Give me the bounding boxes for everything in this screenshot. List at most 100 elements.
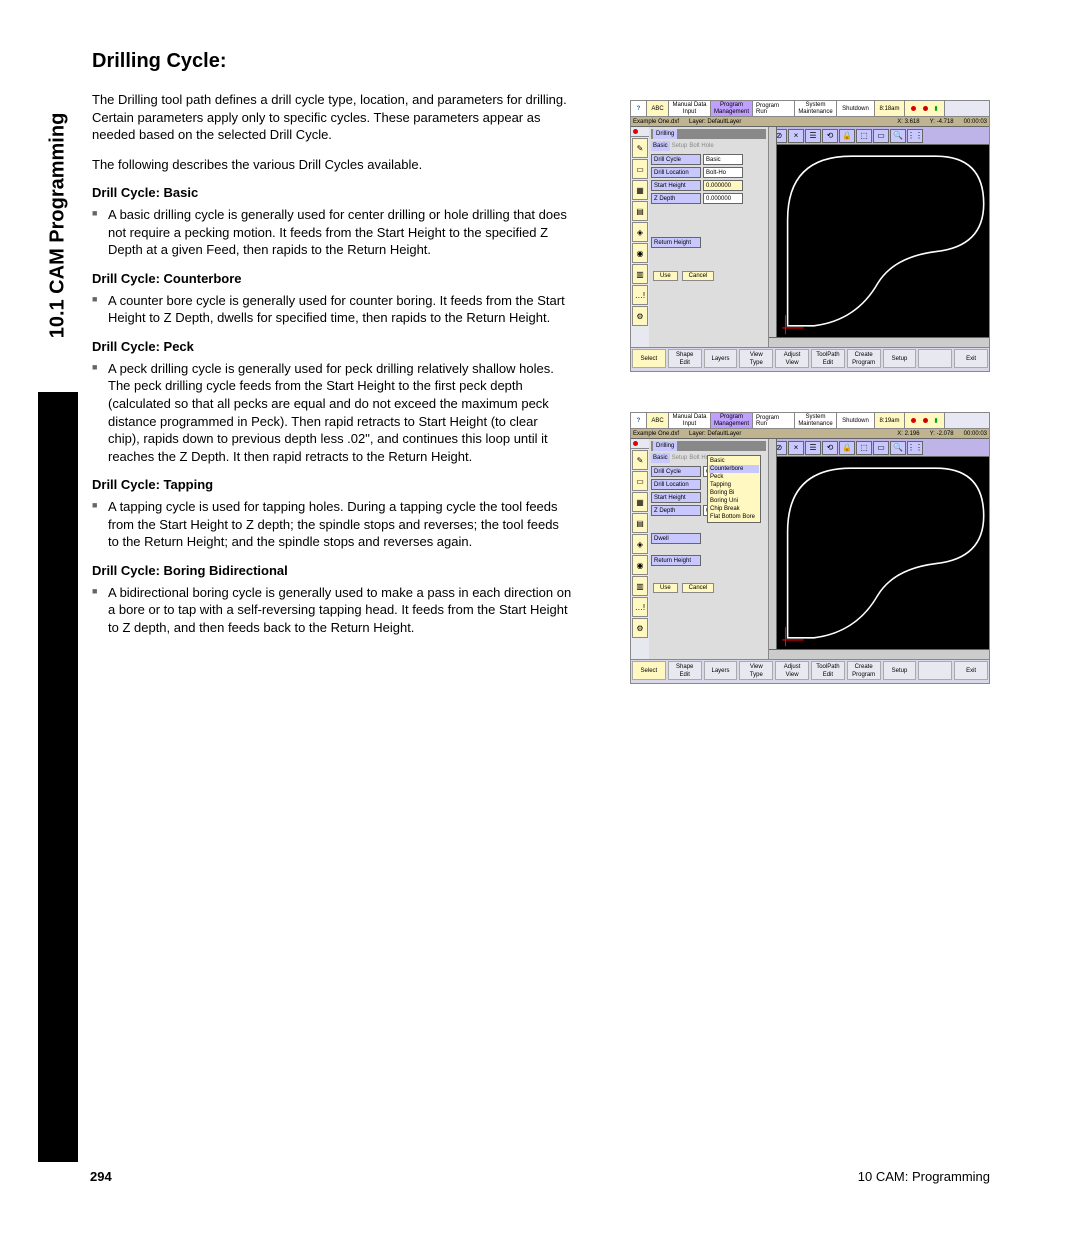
program-mgmt-tab[interactable]: ProgramManagement <box>711 413 753 428</box>
bottombar-button[interactable]: Select <box>632 349 666 368</box>
section-body: A tapping cycle is used for tapping hole… <box>92 498 572 551</box>
tool-icon[interactable]: ◈ <box>632 222 648 242</box>
system-maint-tab[interactable]: SystemMaintenance <box>795 101 837 116</box>
bottombar-button[interactable]: Exit <box>954 661 988 680</box>
use-button[interactable]: Use <box>653 583 678 593</box>
canvas-tool-icon[interactable]: 🔍 <box>890 129 906 143</box>
canvas[interactable]: ⊘×☰⟲🔒⬚▭🔍⋮⋮ <box>769 439 989 659</box>
start-height-field[interactable]: 0.000000 <box>703 180 743 191</box>
system-maint-tab[interactable]: SystemMaintenance <box>795 413 837 428</box>
toolpath-curve <box>777 457 989 649</box>
bottombar-button[interactable]: Setup <box>883 349 917 368</box>
tool-icon[interactable]: ▭ <box>632 471 648 491</box>
program-mgmt-tab[interactable]: ProgramManagement <box>711 101 753 116</box>
tool-icon[interactable]: ✎ <box>632 450 648 470</box>
drill-cycle-field[interactable]: Basic <box>703 154 743 165</box>
canvas-tool-icon[interactable]: 🔍 <box>890 441 906 455</box>
dropdown-option[interactable]: Flat Bottom Bore <box>709 513 759 521</box>
bottombar-button[interactable]: Setup <box>883 661 917 680</box>
bottombar-button[interactable]: AdjustView <box>775 349 809 368</box>
canvas-tool-icon[interactable]: ▭ <box>873 441 889 455</box>
canvas-tool-icon[interactable]: ⟲ <box>822 441 838 455</box>
tab-basic[interactable]: Basic <box>651 141 670 151</box>
help-icon[interactable]: ? <box>631 413 647 428</box>
drill-cycle-label: Drill Cycle <box>651 466 701 477</box>
tool-icon[interactable]: ▭ <box>632 159 648 179</box>
canvas-tool-icon[interactable]: ☰ <box>805 441 821 455</box>
program-run-tab[interactable]: Program Run <box>753 101 795 116</box>
shutdown-tab[interactable]: Shutdown <box>837 101 875 116</box>
tool-icon[interactable]: ▦ <box>632 180 648 200</box>
tool-icon[interactable]: ▤ <box>632 201 648 221</box>
dropdown-option[interactable]: Chip Break <box>709 505 759 513</box>
tool-icon[interactable]: ✎ <box>632 138 648 158</box>
bottombar-button[interactable]: ShapeEdit <box>668 349 702 368</box>
canvas[interactable]: ⊘×☰⟲🔒⬚▭🔍⋮⋮ <box>769 127 989 347</box>
tool-icon[interactable]: ▥ <box>632 264 648 284</box>
start-height-label: Start Height <box>651 492 701 503</box>
abc-button[interactable]: ABC <box>647 101 669 116</box>
tab-basic[interactable]: Basic <box>651 453 670 463</box>
panel-title: Drilling <box>651 441 766 451</box>
canvas-tool-icon[interactable]: ⬚ <box>856 441 872 455</box>
bottombar-button[interactable]: Exit <box>954 349 988 368</box>
dropdown-option[interactable]: Basic <box>709 457 759 465</box>
tool-icon[interactable]: ⚙ <box>632 306 648 326</box>
zdepth-field[interactable]: 0.000000 <box>703 193 743 204</box>
return-height-label: Return Height <box>651 237 701 248</box>
bottombar-button[interactable]: ToolPathEdit <box>811 661 845 680</box>
drill-location-field[interactable]: Bolt-Ho <box>703 167 743 178</box>
tool-icon[interactable]: ◈ <box>632 534 648 554</box>
canvas-tool-icon[interactable]: ▭ <box>873 129 889 143</box>
manual-data-tab[interactable]: Manual DataInput <box>669 101 711 116</box>
bottombar-button[interactable] <box>918 661 952 680</box>
tool-icon[interactable]: …! <box>632 597 648 617</box>
bottombar-button[interactable]: ShapeEdit <box>668 661 702 680</box>
bottombar-button[interactable] <box>918 349 952 368</box>
tool-icon[interactable]: ◉ <box>632 555 648 575</box>
help-icon[interactable]: ? <box>631 101 647 116</box>
abc-button[interactable]: ABC <box>647 413 669 428</box>
bottombar-button[interactable]: ViewType <box>739 661 773 680</box>
tab-setup[interactable]: Setup <box>670 455 690 461</box>
bottombar-button[interactable]: CreateProgram <box>847 349 881 368</box>
tool-icon[interactable]: ▤ <box>632 513 648 533</box>
bottombar-button[interactable]: CreateProgram <box>847 661 881 680</box>
canvas-tool-icon[interactable]: ⋮⋮ <box>907 129 923 143</box>
shutdown-tab[interactable]: Shutdown <box>837 413 875 428</box>
canvas-tool-icon[interactable]: ⋮⋮ <box>907 441 923 455</box>
tab-setup[interactable]: Setup <box>670 143 690 149</box>
program-run-tab[interactable]: Program Run <box>753 413 795 428</box>
drill-cycle-dropdown[interactable]: BasicCounterborePeckTappingBoring BiBori… <box>707 455 761 523</box>
dropdown-option[interactable]: Peck <box>709 473 759 481</box>
dropdown-option[interactable]: Tapping <box>709 481 759 489</box>
status-file: Example One.dxf <box>633 119 679 125</box>
canvas-tool-icon[interactable]: ☰ <box>805 129 821 143</box>
manual-data-tab[interactable]: Manual DataInput <box>669 413 711 428</box>
tool-icon[interactable]: …! <box>632 285 648 305</box>
canvas-tool-icon[interactable]: × <box>788 129 804 143</box>
canvas-tool-icon[interactable]: ⟲ <box>822 129 838 143</box>
tab-bolthole[interactable]: Bolt Hole <box>689 143 713 149</box>
canvas-tool-icon[interactable]: 🔒 <box>839 441 855 455</box>
tool-icon[interactable]: ▦ <box>632 492 648 512</box>
dropdown-option[interactable]: Boring Uni <box>709 497 759 505</box>
dropdown-option[interactable]: Counterbore <box>709 465 759 473</box>
tool-icon[interactable]: ⚙ <box>632 618 648 638</box>
bottombar-button[interactable]: AdjustView <box>775 661 809 680</box>
tool-icon[interactable]: ▥ <box>632 576 648 596</box>
bottombar-button[interactable]: Select <box>632 661 666 680</box>
cancel-button[interactable]: Cancel <box>682 271 715 281</box>
tool-icon[interactable]: ◉ <box>632 243 648 263</box>
dropdown-option[interactable]: Boring Bi <box>709 489 759 497</box>
canvas-tool-icon[interactable]: 🔒 <box>839 129 855 143</box>
bottombar-button[interactable]: Layers <box>704 661 738 680</box>
section-body: A basic drilling cycle is generally used… <box>92 206 572 259</box>
use-button[interactable]: Use <box>653 271 678 281</box>
cancel-button[interactable]: Cancel <box>682 583 715 593</box>
canvas-tool-icon[interactable]: ⬚ <box>856 129 872 143</box>
canvas-tool-icon[interactable]: × <box>788 441 804 455</box>
bottombar-button[interactable]: ToolPathEdit <box>811 349 845 368</box>
bottombar-button[interactable]: ViewType <box>739 349 773 368</box>
bottombar-button[interactable]: Layers <box>704 349 738 368</box>
